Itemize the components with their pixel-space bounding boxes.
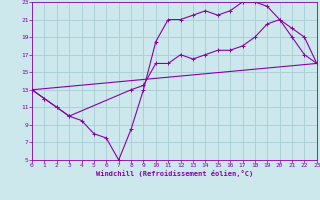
X-axis label: Windchill (Refroidissement éolien,°C): Windchill (Refroidissement éolien,°C): [96, 170, 253, 177]
